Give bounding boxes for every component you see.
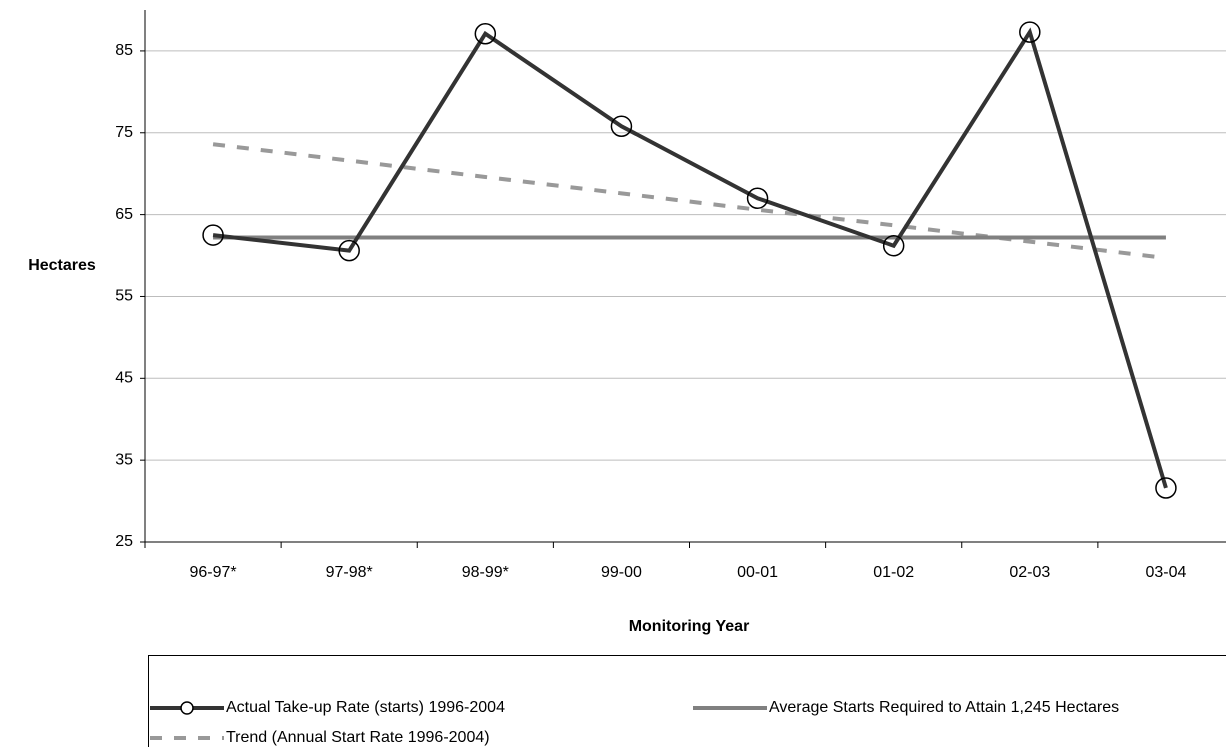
data-marker [202,224,224,246]
legend-box [148,655,1226,747]
data-marker [1019,21,1041,43]
y-tick-label: 45 [115,370,133,387]
x-tick-label: 97-98* [326,564,373,581]
legend-label: Average Starts Required to Attain 1,245 … [769,699,1119,716]
y-tick-label: 55 [115,288,133,305]
y-tick-label: 75 [115,124,133,141]
x-tick-label: 96-97* [189,564,236,581]
data-marker [882,234,905,257]
y-tick-label: 65 [115,206,133,223]
legend-label: Trend (Annual Start Rate 1996-2004) [226,729,490,746]
x-tick-label: 00-01 [737,564,778,581]
data-marker [474,22,497,45]
x-tick-label: 99-00 [601,564,642,581]
legend-marker [180,701,194,715]
y-axis-title: Hectares [28,257,96,274]
data-marker [1155,477,1177,499]
x-tick-label: 02-03 [1009,564,1050,581]
data-marker [746,187,769,209]
y-tick-label: 85 [115,42,133,59]
legend-label: Actual Take-up Rate (starts) 1996-2004 [226,699,505,716]
series-line [212,27,1168,489]
x-tick-label: 03-04 [1145,564,1186,581]
y-tick-label: 25 [115,533,133,550]
y-tick-label: 35 [115,451,133,468]
data-marker [610,115,633,137]
x-tick-label: 98-99* [462,564,509,581]
data-marker [338,239,360,262]
x-axis-title: Monitoring Year [629,618,750,635]
x-tick-label: 01-02 [873,564,914,581]
